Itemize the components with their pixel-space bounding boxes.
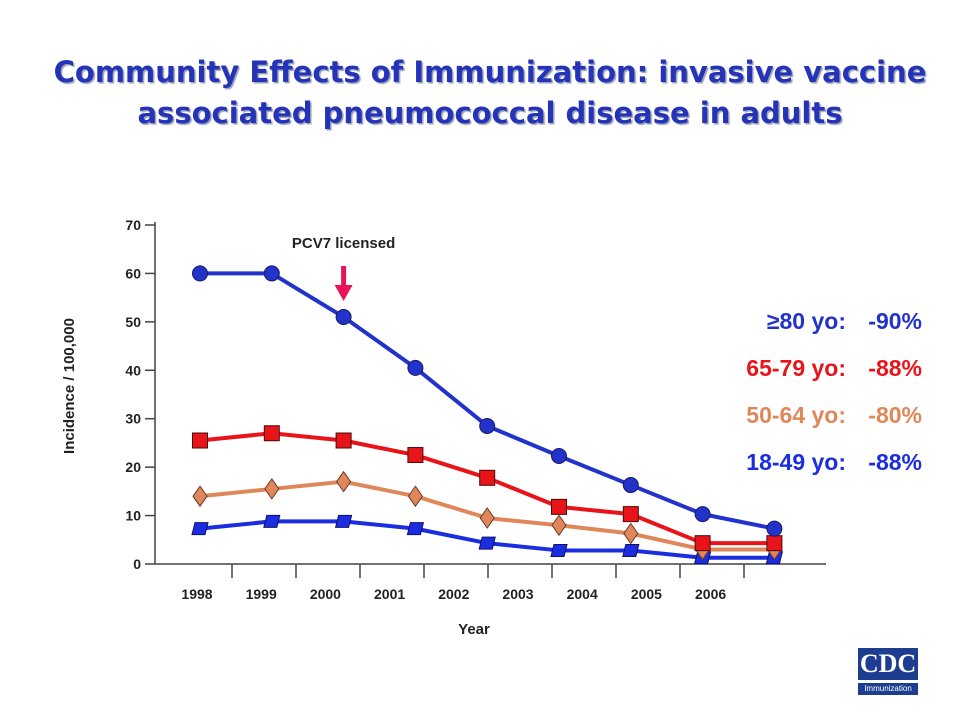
legend-reduction-value: -88% [868, 449, 922, 475]
chart-title: Community Effects of Immunization: invas… [40, 52, 940, 134]
data-point-circle [335, 309, 352, 326]
chart-title-line1: Community Effects of Immunization: invas… [53, 55, 927, 89]
legend-age-label: ≥80 yo: [766, 308, 846, 334]
y-axis-title: Incidence / 100,000 [61, 318, 78, 454]
legend-age-label: 18-49 yo: [746, 449, 846, 475]
cdc-logo-subtext: Immunization [858, 683, 918, 695]
data-point-circle [622, 477, 639, 494]
series-parallelogram [191, 514, 784, 565]
reduction-legend: ≥80 yo: -90% 65-79 yo: -88% 50-64 yo: -80% 18-… [640, 308, 922, 496]
data-point-diamond [551, 514, 567, 537]
data-point-square [551, 498, 567, 515]
data-point-circle [263, 265, 280, 282]
data-point-square [335, 432, 352, 449]
chart-annotations: PCV7 licensed [292, 235, 395, 301]
legend-row: 50-64 yo: -80% [640, 402, 922, 449]
pcv7-annotation-label: PCV7 licensed [292, 235, 395, 252]
legend-row: ≥80 yo: -90% [640, 308, 922, 355]
series-circle [192, 265, 783, 537]
data-point-square [694, 535, 711, 552]
data-point-parallelogram [550, 543, 568, 557]
chart-series-layer [191, 265, 784, 565]
legend-row: 65-79 yo: -88% [640, 355, 922, 402]
cdc-logo-text: CDC [858, 648, 918, 680]
legend-age-label: 65-79 yo: [746, 355, 846, 381]
x-tick-label: 2004 [567, 586, 598, 602]
series-square [192, 425, 783, 552]
data-point-square [192, 432, 208, 449]
data-point-square [479, 469, 496, 486]
x-tick-label: 2005 [631, 586, 662, 602]
legend-reduction-value: -80% [868, 402, 922, 428]
data-point-diamond [479, 507, 495, 529]
data-point-parallelogram [478, 536, 496, 550]
data-point-square [622, 506, 639, 523]
x-tick-label: 2000 [310, 586, 341, 602]
data-point-square [766, 535, 783, 552]
x-tick-label: 1998 [181, 586, 212, 602]
y-tick-label: 70 [125, 217, 141, 233]
data-point-parallelogram [191, 522, 209, 536]
pcv7-arrow-shaft [341, 266, 347, 286]
data-point-circle [192, 265, 208, 282]
chart-axes: 0 10 20 30 40 50 60 70 1998 1999 2000 2001 2002 2003 2… [61, 217, 826, 638]
data-point-parallelogram [334, 514, 353, 528]
y-tick-label: 20 [125, 459, 141, 475]
legend-reduction-value: -88% [868, 355, 922, 381]
data-point-diamond [623, 522, 639, 545]
cdc-logo: CDC Immunization [858, 648, 918, 696]
chart-title-line2: associated pneumococcal disease in adult… [137, 96, 843, 130]
data-point-circle [479, 417, 496, 434]
x-axis-title: Year [458, 621, 490, 638]
data-point-parallelogram [406, 522, 425, 536]
x-tick-label: 1999 [246, 586, 277, 602]
y-tick-label: 40 [125, 362, 141, 378]
x-tick-label: 2003 [502, 586, 533, 602]
legend-row: 18-49 yo: -88% [640, 449, 922, 496]
data-point-diamond [192, 485, 208, 508]
x-tick-label: 2001 [374, 586, 405, 602]
y-tick-label: 60 [125, 265, 141, 281]
data-point-parallelogram [622, 543, 640, 557]
x-tick-label: 2002 [438, 586, 469, 602]
data-point-parallelogram [263, 514, 281, 528]
y-tick-label: 10 [125, 508, 141, 524]
data-point-diamond [264, 478, 280, 500]
data-point-circle [694, 506, 711, 523]
data-point-circle [407, 359, 424, 376]
legend-reduction-value: -90% [868, 308, 922, 334]
pcv7-arrow-head [334, 285, 353, 301]
data-point-diamond [407, 485, 424, 508]
legend-age-label: 50-64 yo: [746, 402, 846, 428]
y-tick-label: 30 [125, 411, 141, 427]
data-point-diamond [335, 470, 352, 493]
data-point-square [263, 425, 280, 442]
y-tick-label: 0 [133, 556, 141, 572]
data-point-square [407, 447, 424, 464]
y-tick-label: 50 [125, 314, 141, 330]
x-tick-label: 2006 [695, 586, 726, 602]
data-point-circle [551, 448, 567, 465]
data-point-circle [766, 520, 783, 537]
